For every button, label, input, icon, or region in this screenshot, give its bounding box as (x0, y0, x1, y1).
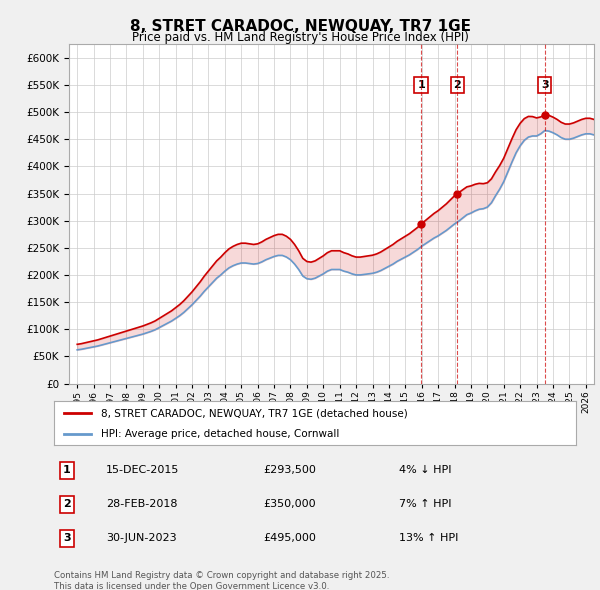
Text: 7% ↑ HPI: 7% ↑ HPI (398, 500, 451, 509)
Text: 8, STRET CARADOC, NEWQUAY, TR7 1GE (detached house): 8, STRET CARADOC, NEWQUAY, TR7 1GE (deta… (101, 408, 408, 418)
Text: 4% ↓ HPI: 4% ↓ HPI (398, 466, 451, 476)
Text: £350,000: £350,000 (263, 500, 316, 509)
Text: 30-JUN-2023: 30-JUN-2023 (106, 533, 177, 543)
Text: 3: 3 (63, 533, 71, 543)
Text: 28-FEB-2018: 28-FEB-2018 (106, 500, 178, 509)
Text: 15-DEC-2015: 15-DEC-2015 (106, 466, 179, 476)
Text: This data is licensed under the Open Government Licence v3.0.: This data is licensed under the Open Gov… (54, 582, 329, 590)
Text: Contains HM Land Registry data © Crown copyright and database right 2025.: Contains HM Land Registry data © Crown c… (54, 571, 389, 580)
Text: 1: 1 (417, 80, 425, 90)
Text: Price paid vs. HM Land Registry's House Price Index (HPI): Price paid vs. HM Land Registry's House … (131, 31, 469, 44)
Text: 1: 1 (63, 466, 71, 476)
Text: £495,000: £495,000 (263, 533, 316, 543)
Text: 2: 2 (453, 80, 461, 90)
Text: 13% ↑ HPI: 13% ↑ HPI (398, 533, 458, 543)
Text: 8, STRET CARADOC, NEWQUAY, TR7 1GE: 8, STRET CARADOC, NEWQUAY, TR7 1GE (130, 19, 470, 34)
Text: HPI: Average price, detached house, Cornwall: HPI: Average price, detached house, Corn… (101, 428, 340, 438)
Text: 2: 2 (63, 500, 71, 509)
Text: £293,500: £293,500 (263, 466, 316, 476)
Text: 3: 3 (541, 80, 548, 90)
